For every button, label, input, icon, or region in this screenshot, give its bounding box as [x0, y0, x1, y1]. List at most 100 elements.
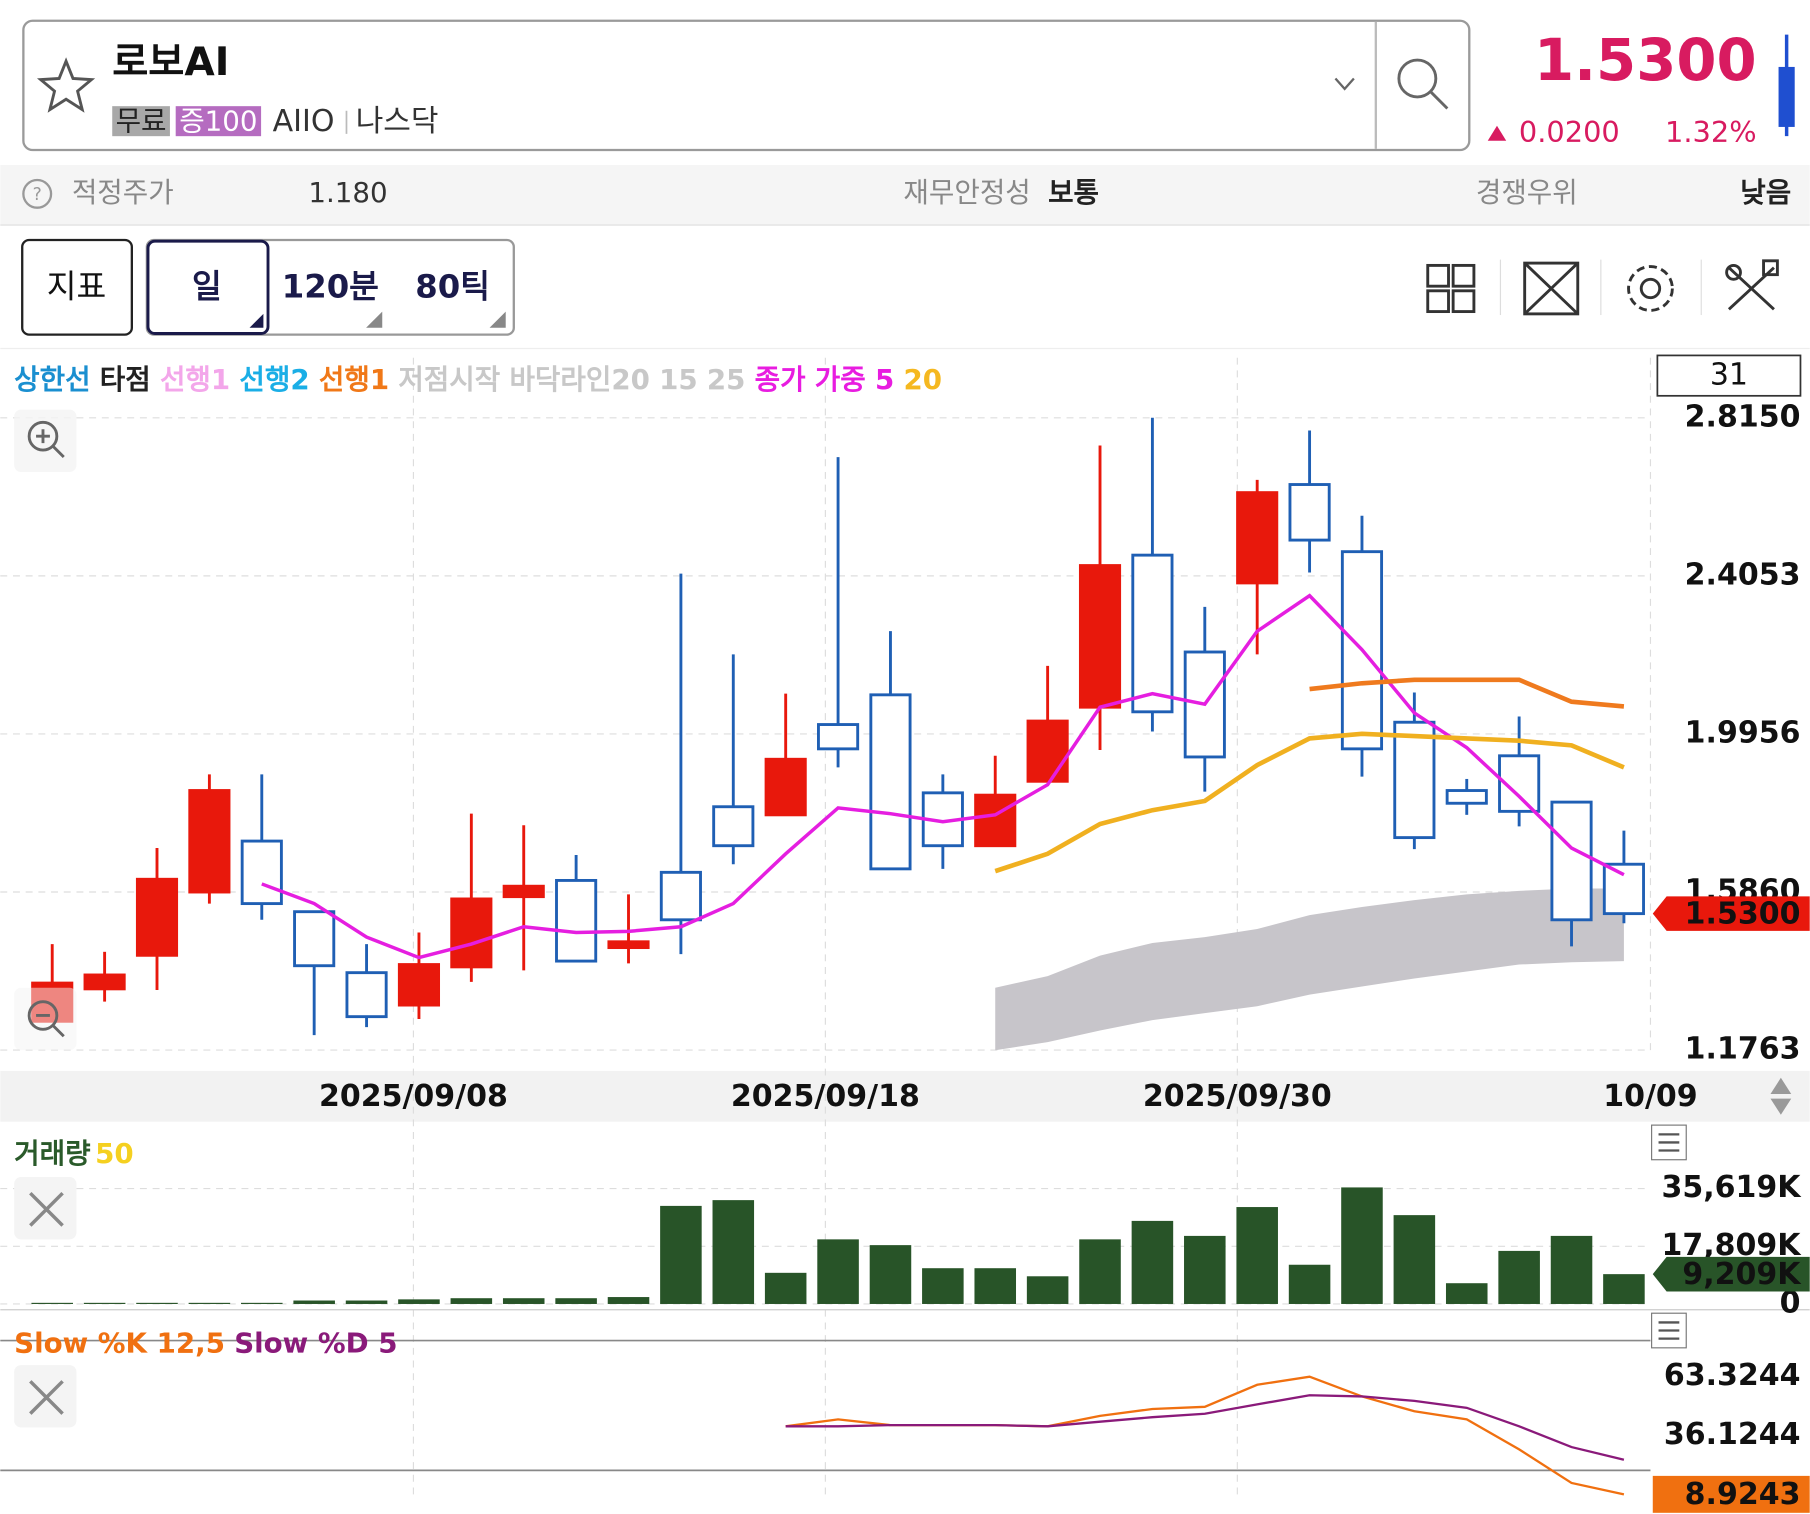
legend-entry: 가중 [815, 363, 866, 396]
info-label: 재무안정성 [903, 176, 1030, 209]
volume-bar [293, 1300, 335, 1304]
volume-bar [31, 1302, 73, 1304]
zoom-out-icon [36, 1014, 65, 1038]
period-button[interactable] [146, 239, 270, 335]
info-bar [0, 165, 1810, 226]
scroll-up[interactable] [1770, 1077, 1792, 1094]
y-tick-label: 2.8150 [1685, 399, 1801, 434]
help-icon: ? [33, 185, 42, 205]
volume-bar [1393, 1215, 1436, 1304]
search-icon[interactable] [1397, 58, 1438, 99]
volume-bar [1079, 1239, 1121, 1304]
zoom-in-icon [36, 429, 65, 458]
indicator-button[interactable] [21, 238, 133, 336]
info-label: 경쟁우위 [1476, 176, 1578, 209]
candle-body [502, 884, 545, 899]
controls [14, 409, 1687, 1428]
volume-bar [922, 1268, 964, 1304]
count-box [1656, 354, 1802, 397]
zoom-out-icon [27, 1000, 59, 1031]
legend-entry: Slow %D 5 [234, 1326, 397, 1359]
volume-bar [869, 1245, 912, 1304]
x-tick-label: 2025/09/18 [731, 1079, 920, 1114]
tag-bg [175, 106, 262, 137]
volume-bar [817, 1239, 859, 1304]
scroll-down[interactable] [1770, 1098, 1792, 1115]
up-arrow [1487, 125, 1507, 141]
volume-bar [83, 1302, 126, 1304]
menu-icon [1658, 1133, 1680, 1152]
legend-entry: Slow %K 12,5 [14, 1326, 225, 1359]
indicator-line [261, 593, 1625, 960]
volume-bar [1184, 1235, 1226, 1304]
candle-body [869, 693, 912, 871]
candle-body [293, 910, 336, 968]
candle-body [555, 878, 598, 963]
volume-bar [1550, 1235, 1593, 1304]
volume-bar [1445, 1283, 1488, 1304]
legend-entry: 5 [875, 363, 894, 396]
fullscreen-icon[interactable] [1523, 261, 1580, 316]
candle-body [1236, 491, 1279, 585]
tools-icon[interactable] [1725, 259, 1779, 311]
chart-layer: 1.17631.58601.99562.40532.81502025/09/08… [0, 363, 1810, 1513]
volume-bar [502, 1298, 545, 1304]
info-value: 1.180 [308, 176, 387, 209]
layout-icon[interactable] [1426, 263, 1476, 314]
legend-entry: 선행1 [160, 363, 230, 396]
search-box[interactable] [22, 19, 1471, 152]
candle-body [659, 870, 702, 922]
legend-entry: 저점시작 [398, 363, 500, 396]
candle-body [817, 723, 860, 751]
button-label[interactable]: 80틱 [415, 267, 490, 305]
y-tick-label: 63.3244 [1664, 1358, 1801, 1393]
favorite-star[interactable] [36, 57, 96, 113]
volume-bar [136, 1302, 178, 1304]
candle-body [1340, 550, 1384, 751]
candle-body [450, 897, 493, 969]
candle-body [135, 877, 179, 957]
count: 31 [1710, 358, 1748, 393]
zoom-in[interactable] [14, 409, 77, 472]
volume-bar [1341, 1187, 1383, 1304]
value-tag-label: 8.9243 [1685, 1477, 1801, 1512]
volume-bar [764, 1272, 807, 1304]
x-tick-label: 2025/09/30 [1143, 1079, 1332, 1114]
candle-body [1131, 553, 1174, 714]
settings-icon[interactable] [1627, 265, 1674, 312]
button-label: 일 [192, 267, 222, 305]
help-icon[interactable] [22, 178, 53, 209]
candle-body [345, 971, 388, 1019]
cloud-band [995, 888, 1624, 1051]
candle-body [83, 973, 126, 991]
price-icon [1778, 66, 1795, 127]
y-tick-label: 36.1244 [1664, 1417, 1801, 1452]
button-label: 지표 [47, 267, 106, 305]
tag-bg [112, 106, 170, 137]
dropdown-icon[interactable] [1334, 77, 1355, 91]
volume-bar [345, 1300, 388, 1304]
candle-body [1393, 720, 1436, 840]
y-tick-label: 35,619K [1661, 1170, 1802, 1205]
date-axis-bg [0, 1070, 1810, 1122]
legend-entry: 20 [903, 363, 942, 396]
legend-entry: 25 [707, 363, 746, 396]
legend-entry: 50 [95, 1137, 134, 1170]
volume-bar [1603, 1274, 1645, 1304]
candle-body [1026, 719, 1069, 783]
corner-mark [249, 313, 264, 328]
candle-body [1288, 483, 1331, 542]
volume-bar [241, 1302, 283, 1304]
button-label[interactable]: 120분 [282, 267, 379, 305]
volume-bar [607, 1297, 650, 1304]
volume-bar [974, 1268, 1017, 1304]
info-label: 적정주가 [72, 176, 174, 209]
volume-bar [1498, 1250, 1540, 1304]
value-tag-label: 9,209K [1682, 1257, 1802, 1292]
y-tick-label: 1.1763 [1685, 1032, 1801, 1067]
value-tag [1652, 1475, 1810, 1513]
zoom-out[interactable] [14, 987, 77, 1051]
volume-bar [1026, 1276, 1069, 1304]
stock-name: 로보AI [112, 40, 229, 85]
